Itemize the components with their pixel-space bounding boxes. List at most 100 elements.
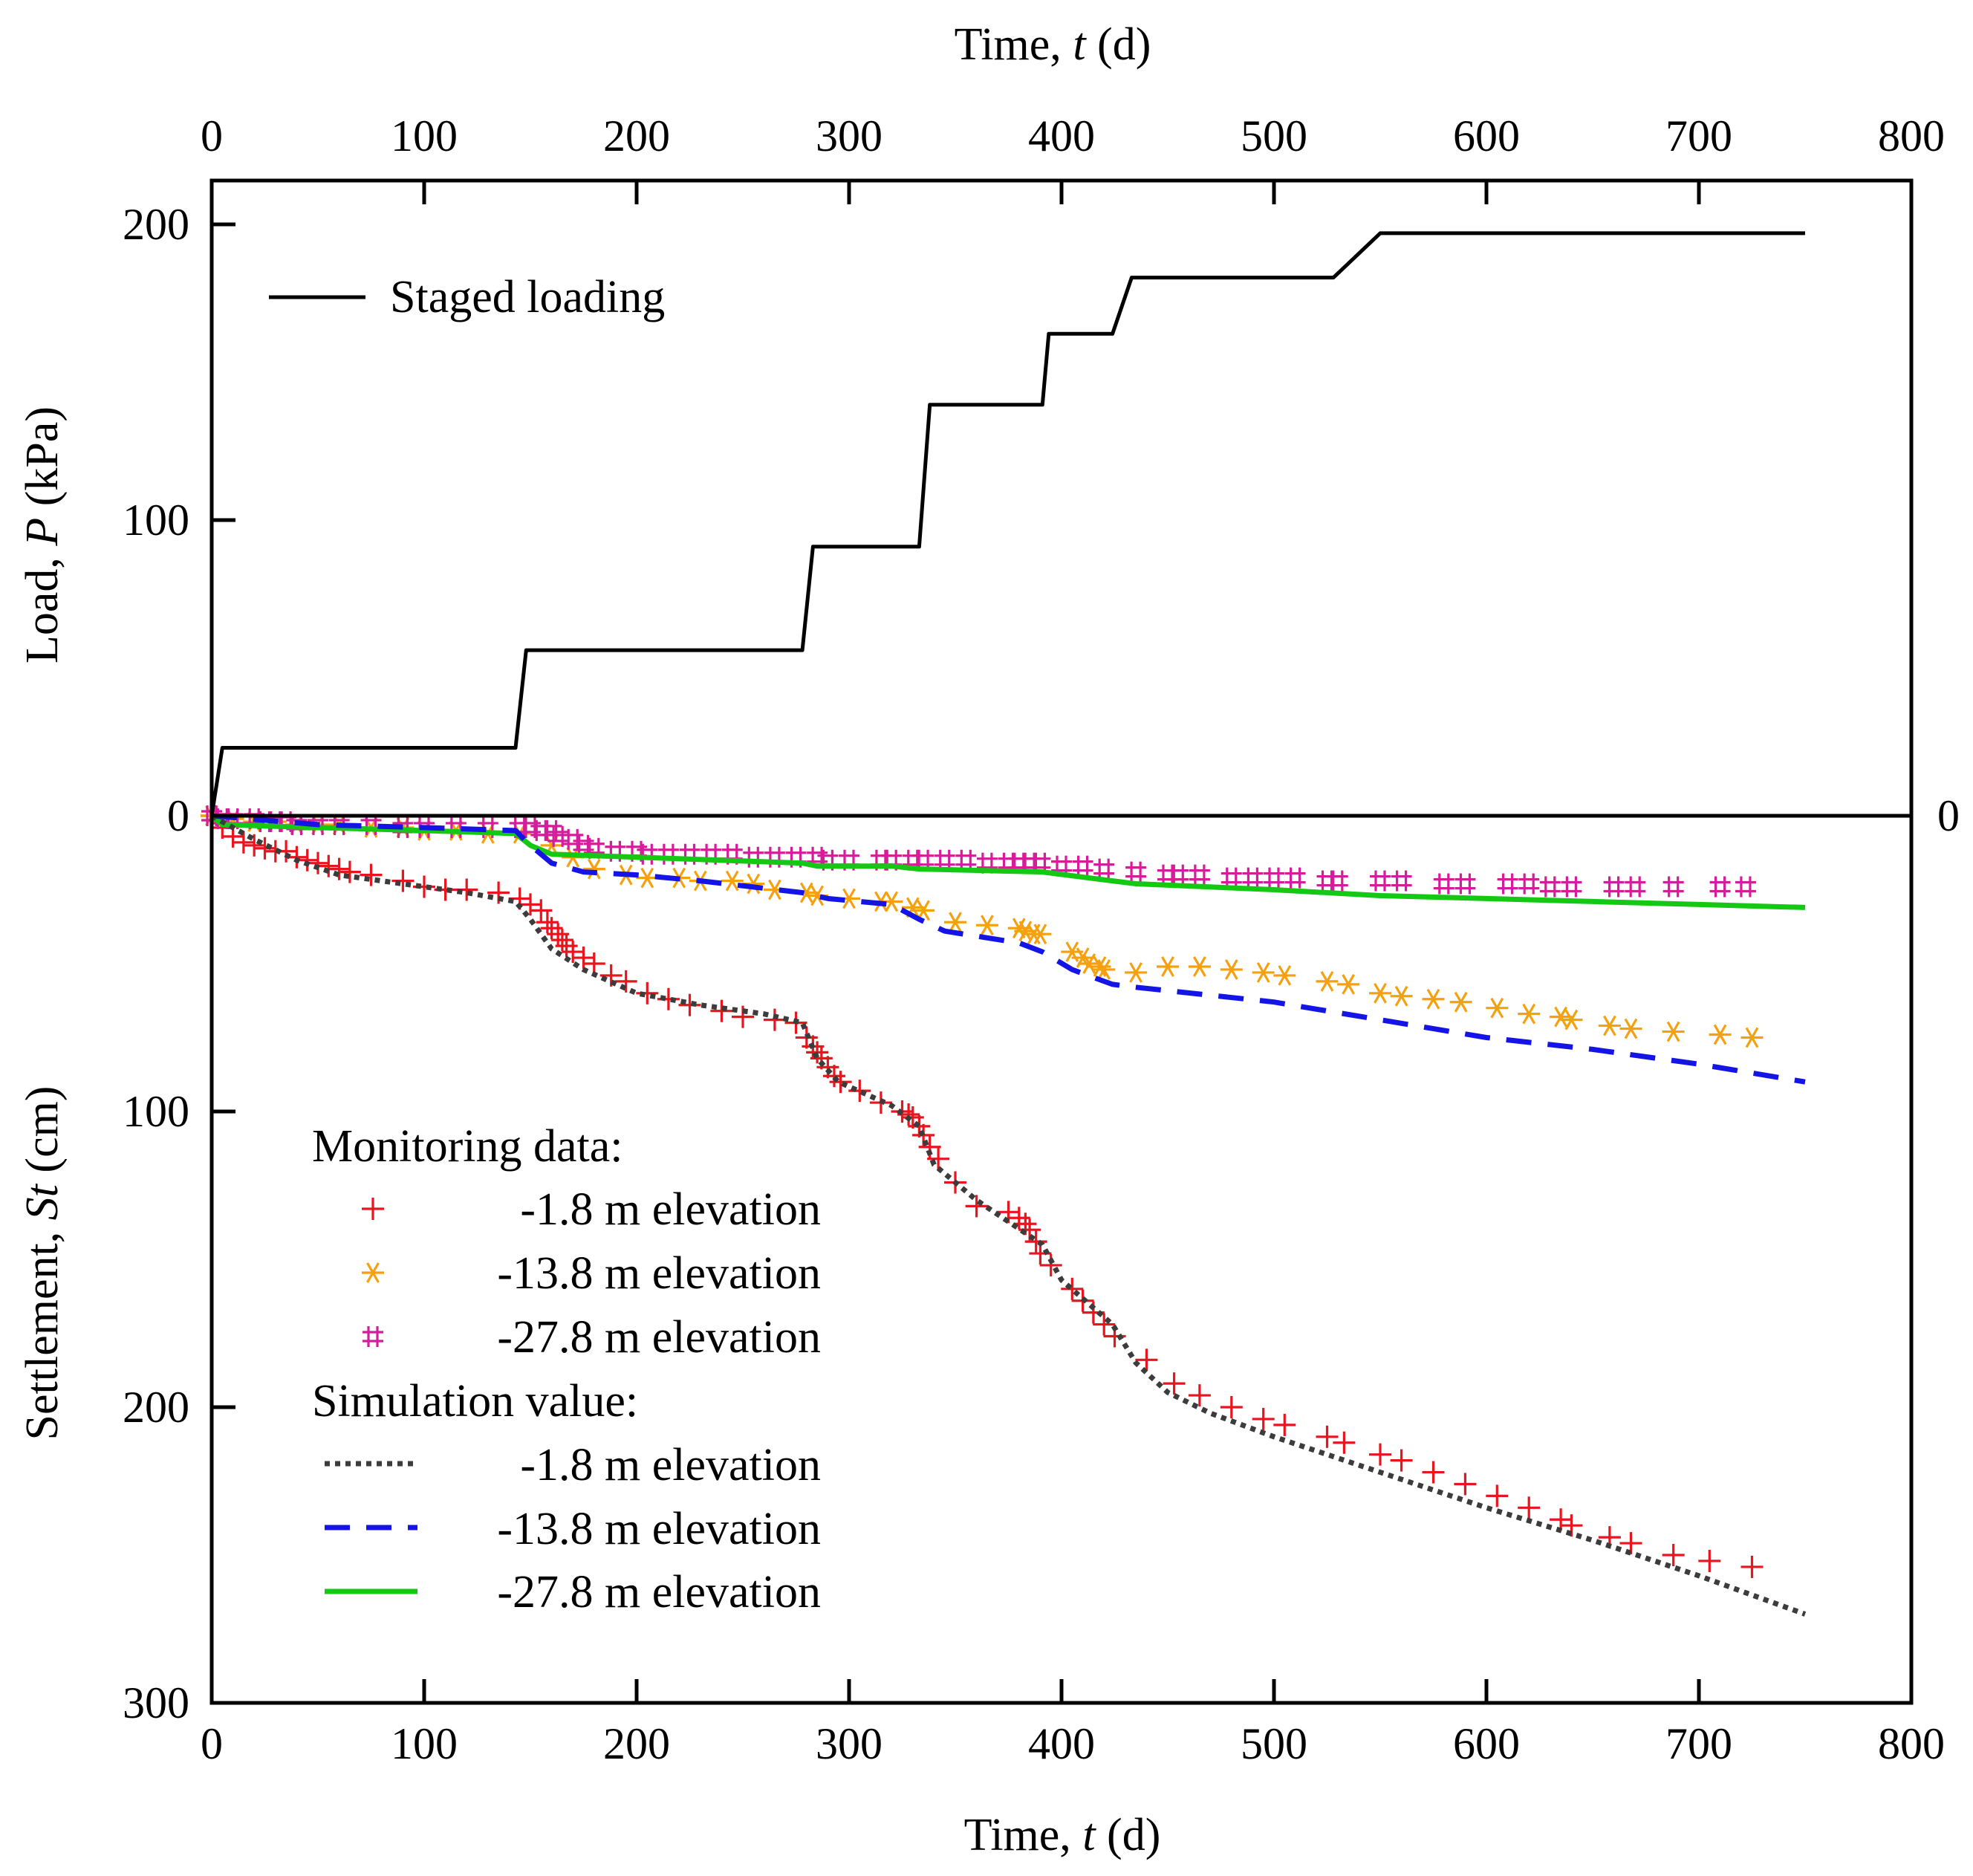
data-point-m2 xyxy=(1252,962,1275,983)
x-tick-label-top: 600 xyxy=(1453,111,1520,160)
x-title-top-suffix: (d) xyxy=(1086,19,1151,70)
data-point-m3 xyxy=(1391,870,1412,892)
x-tick-label-top: 500 xyxy=(1241,111,1307,160)
simulation-line-s1 xyxy=(210,813,1807,1617)
x-title-bottom-prefix: Time, xyxy=(964,1810,1083,1860)
data-point-m3 xyxy=(1603,876,1625,898)
data-point-m1 xyxy=(1333,1431,1356,1454)
data-point-m1 xyxy=(678,993,701,1016)
data-point-m3 xyxy=(1370,870,1391,892)
x-axis-title-top: Time, t (d) xyxy=(955,19,1151,70)
data-point-m1 xyxy=(1740,1555,1764,1578)
data-point-m1 xyxy=(1550,1508,1573,1531)
load-title-var: P xyxy=(17,518,68,547)
x-tick-label-bottom: 500 xyxy=(1241,1719,1307,1768)
load-legend-label: Staged loading xyxy=(390,272,665,322)
x-tick-label-bottom: 800 xyxy=(1878,1719,1945,1768)
data-point-m3 xyxy=(1327,870,1348,892)
load-tick-label: 0 xyxy=(167,791,189,840)
data-point-m3 xyxy=(1454,873,1476,895)
settlement-tick-label: 300 xyxy=(123,1678,189,1727)
settlement-legend: Monitoring data: -1.8 m elevation -13.8 … xyxy=(312,1121,821,1617)
x-title-bottom-var: t xyxy=(1082,1810,1096,1860)
x-tick-label-bottom: 700 xyxy=(1665,1719,1732,1768)
data-point-m3 xyxy=(1264,867,1284,889)
x-tick-label-top: 100 xyxy=(391,111,458,160)
axes-layer: 0 0 100 100 200 200 300 300 400 400 500 500 600 600 70… xyxy=(123,111,1960,1768)
data-point-m1 xyxy=(572,947,595,970)
data-point-m1 xyxy=(1518,1496,1541,1519)
data-point-m1 xyxy=(317,854,340,877)
data-point-m2 xyxy=(582,858,605,880)
legend-monitoring-title: Monitoring data: xyxy=(312,1121,623,1172)
x-tick-label-bottom: 200 xyxy=(603,1719,670,1768)
data-point-m2 xyxy=(1078,953,1101,974)
x-title-top-var: t xyxy=(1073,19,1087,70)
data-point-m2 xyxy=(1422,988,1445,1010)
data-point-m2 xyxy=(1550,1006,1573,1028)
data-point-m1 xyxy=(1662,1544,1685,1566)
data-point-m3 xyxy=(1561,876,1582,898)
legend-swatch-m3 xyxy=(363,1326,383,1347)
data-point-m2 xyxy=(1337,974,1360,995)
settlement-tick-label: 200 xyxy=(123,1383,189,1432)
legend-m3-label: -27.8 m elevation xyxy=(497,1312,821,1363)
data-point-m1 xyxy=(1486,1484,1509,1507)
data-point-m1 xyxy=(530,899,553,922)
x-tick-label-top: 200 xyxy=(603,111,670,160)
data-point-m1 xyxy=(519,893,542,916)
data-point-m1 xyxy=(1061,1277,1084,1300)
data-point-m2 xyxy=(1093,959,1116,980)
x-tick-label-bottom: 100 xyxy=(391,1719,458,1768)
data-point-m2 xyxy=(1188,956,1211,977)
x-tick-label-bottom: 300 xyxy=(816,1719,883,1768)
data-point-m2 xyxy=(1369,982,1391,1004)
legend-swatches xyxy=(325,1198,417,1594)
simulation-line-s2 xyxy=(211,813,1806,1085)
data-point-m3 xyxy=(1168,864,1189,886)
data-point-m2 xyxy=(1709,1024,1732,1045)
settlement-title-suffix: (cm) xyxy=(17,1086,68,1185)
data-point-m1 xyxy=(243,834,266,857)
data-point-m3 xyxy=(1662,876,1684,898)
x-tick-label-top: 400 xyxy=(1028,111,1095,160)
data-point-m3 xyxy=(1497,873,1518,895)
data-point-m1 xyxy=(360,863,383,886)
x-tick-label-bottom: 400 xyxy=(1028,1719,1095,1768)
data-point-m1 xyxy=(1390,1449,1413,1472)
settlement-tick-label: 100 xyxy=(123,1087,189,1136)
x-title-bottom-suffix: (d) xyxy=(1096,1810,1161,1860)
data-point-m1 xyxy=(1188,1384,1211,1407)
data-point-m1 xyxy=(232,831,255,854)
data-point-m1 xyxy=(614,970,637,993)
load-legend: Staged loading xyxy=(269,272,665,322)
x-tick-label-top: 700 xyxy=(1665,111,1732,160)
data-point-m3 xyxy=(1625,876,1646,898)
load-title-prefix: Load, xyxy=(17,546,68,663)
data-point-m1 xyxy=(1422,1461,1445,1484)
data-point-m1 xyxy=(927,1147,950,1170)
load-title-suffix: (kPa) xyxy=(17,406,68,518)
data-point-m1 xyxy=(307,851,329,874)
legend-s2-label: -13.8 m elevation xyxy=(497,1504,821,1554)
legend-s3-label: -27.8 m elevation xyxy=(497,1567,821,1617)
data-point-m3 xyxy=(1709,876,1731,898)
settlement-title-prefix: Settlement, xyxy=(17,1220,68,1440)
data-point-m3 xyxy=(1072,855,1093,877)
data-point-m1 xyxy=(1220,1396,1243,1418)
data-point-m3 xyxy=(1093,858,1115,880)
data-point-m2 xyxy=(1088,956,1111,977)
data-point-m1 xyxy=(547,923,570,946)
data-point-m1 xyxy=(296,848,319,872)
data-point-m2 xyxy=(1029,924,1052,945)
data-point-m3 xyxy=(955,849,977,871)
data-point-m1 xyxy=(763,1008,786,1031)
data-point-m3 xyxy=(547,825,569,847)
legend-m1-label: -1.8 m elevation xyxy=(520,1184,821,1235)
data-point-m1 xyxy=(1135,1348,1158,1372)
x-title-top-prefix: Time, xyxy=(955,19,1073,70)
legend-swatch-m2 xyxy=(362,1262,384,1283)
data-point-m3 xyxy=(1220,867,1242,889)
data-point-m2 xyxy=(1220,959,1243,980)
